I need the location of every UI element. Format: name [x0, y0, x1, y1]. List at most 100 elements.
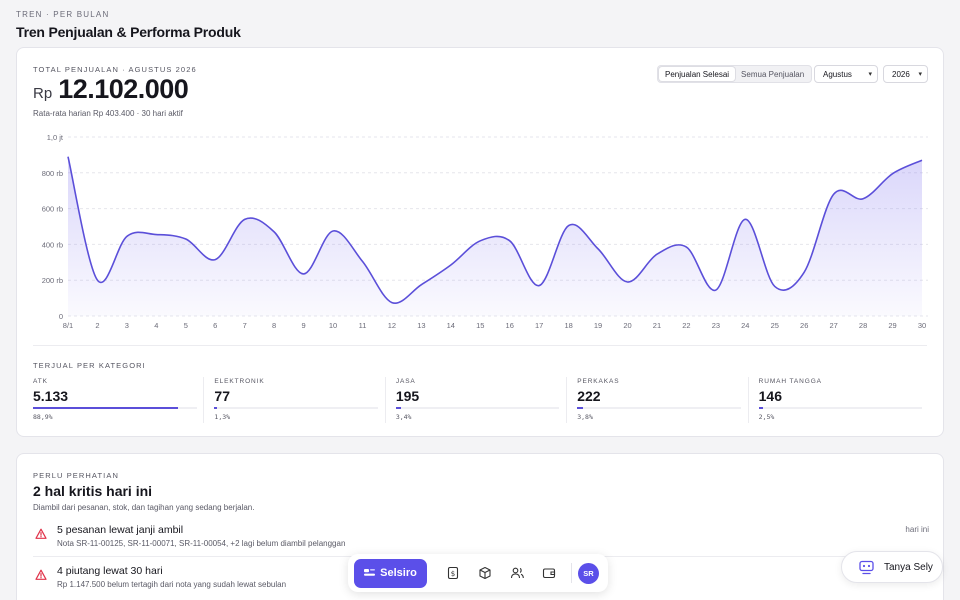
bot-icon	[859, 560, 874, 574]
category-bar-track	[758, 407, 923, 409]
nav-wallet-button[interactable]	[533, 559, 565, 588]
sales-filter-toggle: Penjualan Selesai Semua Penjualan	[657, 65, 813, 83]
x-tick-label: 23	[712, 321, 720, 330]
x-tick-label: 9	[302, 321, 306, 330]
x-tick-label: 24	[741, 321, 749, 330]
category-bar-track	[214, 407, 378, 409]
x-tick-label: 25	[771, 321, 779, 330]
category-list: ATK 5.133 88,9% ELEKTRONIK 77 1,3% JASA …	[33, 377, 929, 423]
page-title: Tren Penjualan & Performa Produk	[16, 24, 241, 40]
sales-card: TOTAL PENJUALAN · AGUSTUS 2026 Rp 12.102…	[16, 47, 944, 437]
category-elektronik: ELEKTRONIK 77 1,3%	[203, 377, 384, 423]
ask-assistant-button[interactable]: Tanya Sely	[841, 551, 943, 583]
category-value: 222	[577, 388, 601, 404]
x-tick-label: 19	[594, 321, 602, 330]
ask-assistant-label: Tanya Sely	[884, 561, 933, 573]
wallet-icon	[542, 568, 556, 579]
segment-all-sales[interactable]: Semua Penjualan	[741, 69, 805, 79]
users-icon	[510, 567, 524, 579]
chevron-down-icon: ▾	[868, 71, 872, 78]
x-tick-label: 11	[359, 321, 367, 330]
daily-average-text: Rata-rata harian Rp 403.400 · 30 hari ak…	[33, 109, 183, 118]
y-tick-label: 400 rb	[42, 240, 63, 249]
year-select-value: 2026	[892, 69, 910, 79]
x-tick-label: 14	[447, 321, 455, 330]
x-tick-label: 17	[535, 321, 543, 330]
month-select-value: Agustus	[823, 69, 852, 79]
category-rumah-tangga: RUMAH TANGGA 146 2,5%	[747, 377, 929, 423]
category-value: 195	[395, 388, 420, 404]
x-tick-label: 3	[125, 321, 129, 330]
nav-customers-button[interactable]	[501, 559, 533, 588]
sales-area-fill	[68, 156, 922, 316]
x-tick-label: 20	[623, 321, 631, 330]
bottom-dock: Selsiro $ SR	[348, 554, 608, 592]
page-kicker: TREN · PER BULAN	[16, 10, 110, 19]
category-name: ELEKTRONIK	[214, 378, 265, 385]
attention-description: Diambil dari pesanan, stok, dan tagihan …	[33, 503, 255, 512]
box-icon	[479, 566, 491, 580]
chevron-down-icon: ▾	[918, 71, 922, 78]
x-tick-label: 27	[829, 321, 837, 330]
category-value: 77	[214, 388, 230, 404]
category-percent: 1,3%	[214, 413, 231, 421]
category-bar-track	[395, 407, 560, 409]
x-tick-label: 7	[243, 321, 247, 330]
x-tick-label: 10	[329, 321, 337, 330]
category-bar-track	[33, 407, 197, 409]
category-jasa: JASA 195 3,4%	[384, 377, 566, 423]
category-bar-fill	[395, 407, 402, 409]
x-tick-label: 12	[388, 321, 396, 330]
category-section-label: TERJUAL PER KATEGORI	[33, 361, 146, 370]
category-name: RUMAH TANGGA	[758, 378, 822, 385]
y-tick-label: 0	[59, 312, 63, 321]
nav-products-button[interactable]	[469, 559, 501, 588]
y-tick-label: 200 rb	[42, 276, 63, 285]
category-atk: ATK 5.133 88,9%	[33, 377, 203, 423]
y-tick-label: 600 rb	[42, 205, 63, 214]
alert-title: 5 pesanan lewat janji ambil	[57, 524, 184, 536]
category-percent: 3,4%	[395, 413, 412, 421]
year-select[interactable]: 2026 ▾	[883, 65, 928, 83]
alert-time: hari ini	[905, 525, 929, 534]
nav-receipts-button[interactable]: $	[437, 559, 469, 588]
brand-home-button[interactable]: Selsiro	[354, 558, 427, 588]
x-tick-label: 22	[682, 321, 690, 330]
x-tick-label: 15	[476, 321, 484, 330]
x-tick-label: 21	[653, 321, 661, 330]
divider	[33, 345, 927, 346]
attention-title: 2 hal kritis hari ini	[33, 483, 153, 499]
divider	[571, 563, 572, 583]
receipt-icon: $	[447, 566, 459, 580]
alert-detail: Rp 1.147.500 belum tertagih dari nota ya…	[57, 580, 287, 589]
user-avatar[interactable]: SR	[578, 562, 599, 584]
y-tick-label: 1,0 jt	[47, 133, 64, 142]
category-percent: 3,8%	[577, 413, 593, 421]
category-name: PERKAKAS	[577, 378, 620, 385]
category-bar-fill	[577, 407, 584, 409]
category-bar-fill	[758, 407, 763, 409]
category-name: JASA	[395, 378, 416, 385]
warning-icon	[35, 528, 47, 539]
category-value: 5.133	[33, 388, 69, 404]
alert-detail: Nota SR-11-00125, SR-11-00071, SR-11-000…	[57, 539, 346, 548]
currency-label: Rp	[33, 85, 53, 102]
alert-title: 4 piutang lewat 30 hari	[57, 565, 163, 577]
alert-item[interactable]: 5 pesanan lewat janji ambil Nota SR-11-0…	[33, 523, 929, 557]
x-tick-label: 18	[564, 321, 572, 330]
category-bar-fill	[33, 407, 179, 409]
x-tick-label: 16	[506, 321, 514, 330]
x-tick-label: 6	[213, 321, 217, 330]
x-tick-label: 26	[800, 321, 808, 330]
x-tick-label: 4	[154, 321, 158, 330]
brand-logo-icon	[364, 569, 376, 576]
x-tick-label: 29	[888, 321, 896, 330]
category-bar-track	[577, 407, 741, 409]
sales-line	[67, 156, 923, 304]
segment-completed-sales[interactable]: Penjualan Selesai	[659, 67, 736, 81]
warning-icon	[35, 569, 47, 580]
total-sales-label: TOTAL PENJUALAN · AGUSTUS 2026	[33, 65, 197, 74]
category-percent: 2,5%	[758, 413, 775, 421]
x-tick-label: 28	[859, 321, 867, 330]
month-select[interactable]: Agustus ▾	[814, 65, 878, 83]
